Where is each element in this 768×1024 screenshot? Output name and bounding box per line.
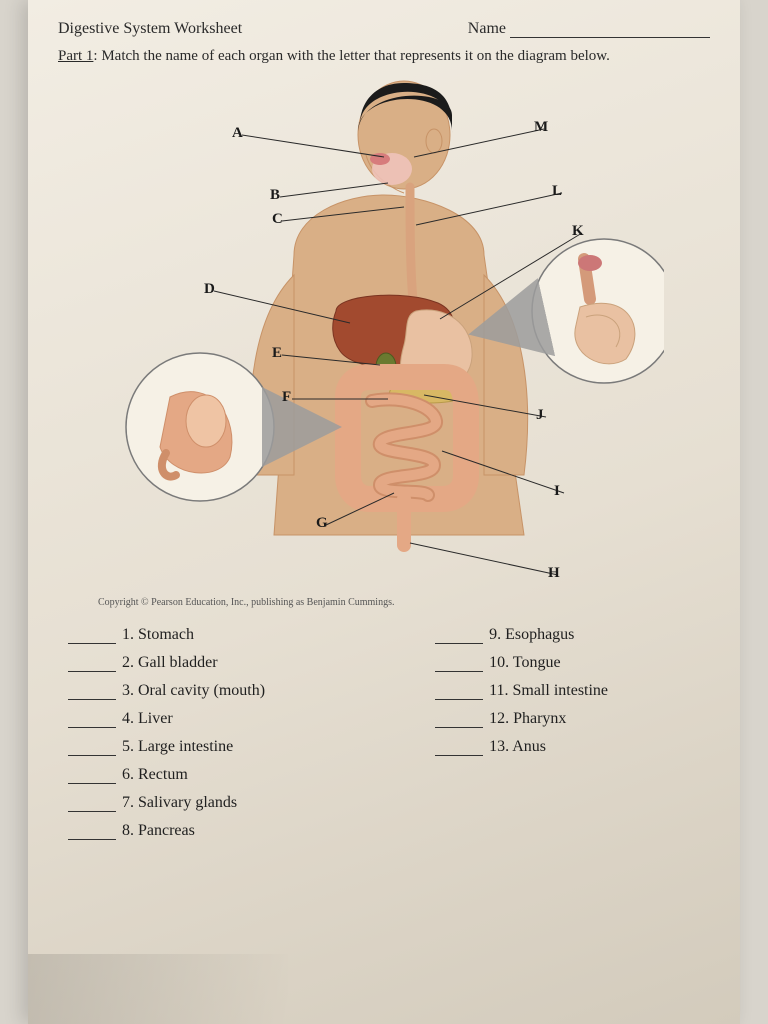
answer-text: 5. Large intestine [122,738,233,756]
answer-col-right: 9. Esophagus 10. Tongue 11. Small intestin… [435,626,608,840]
answer-col-left: 1. Stomach 2. Gall bladder 3. Oral cavity … [68,626,265,840]
worksheet-title: Digestive System Worksheet [58,20,242,38]
diagram-label-M: M [534,119,548,136]
diagram-label-E: E [272,345,282,362]
answer-blank[interactable] [68,797,116,812]
anatomy-diagram: A M B L C K D E F J I G H [104,75,664,595]
name-blank-line[interactable] [510,23,710,38]
answer-text: 10. Tongue [489,654,560,672]
diagram-label-D: D [204,281,215,298]
answer-row: 1. Stomach [68,626,265,644]
answer-text: 7. Salivary glands [122,794,237,812]
answer-text: 4. Liver [122,710,173,728]
diagram-label-C: C [272,211,283,228]
answer-text: 12. Pharynx [489,710,566,728]
answer-row: 3. Oral cavity (mouth) [68,682,265,700]
name-label: Name [468,20,506,38]
answer-blank[interactable] [68,629,116,644]
answer-row: 2. Gall bladder [68,654,265,672]
answer-text: 1. Stomach [122,626,194,644]
part1-text: : Match the name of each organ with the … [93,48,610,64]
answer-blank[interactable] [435,629,483,644]
answer-blank[interactable] [68,713,116,728]
name-field: Name [468,20,710,38]
diagram-label-B: B [270,187,280,204]
answer-blank[interactable] [68,685,116,700]
answer-blank[interactable] [68,657,116,672]
answer-row: 7. Salivary glands [68,794,265,812]
part1-instruction: Part 1: Match the name of each organ wit… [58,48,710,65]
answer-blank[interactable] [68,741,116,756]
answer-blank[interactable] [435,657,483,672]
diagram-label-L: L [552,183,562,200]
answer-row: 8. Pancreas [68,822,265,840]
answer-row: 10. Tongue [435,654,608,672]
worksheet-paper: Digestive System Worksheet Name Part 1: … [28,0,740,1024]
anatomy-svg [104,75,664,595]
diagram-label-G: G [316,515,328,532]
answer-text: 3. Oral cavity (mouth) [122,682,265,700]
answer-row: 11. Small intestine [435,682,608,700]
answer-text: 2. Gall bladder [122,654,218,672]
answer-text: 6. Rectum [122,766,188,784]
answer-text: 11. Small intestine [489,682,608,700]
diagram-label-H: H [548,565,560,582]
answer-text: 13. Anus [489,738,546,756]
diagram-label-K: K [572,223,584,240]
answer-blank[interactable] [68,825,116,840]
answer-blank[interactable] [68,769,116,784]
answer-text: 8. Pancreas [122,822,195,840]
diagram-label-I: I [554,483,560,500]
diagram-label-J: J [536,407,544,424]
diagram-label-A: A [232,125,243,142]
answer-blank[interactable] [435,685,483,700]
answer-columns: 1. Stomach 2. Gall bladder 3. Oral cavity … [68,626,710,840]
answer-row: 5. Large intestine [68,738,265,756]
diagram-label-F: F [282,389,291,406]
part1-label: Part 1 [58,48,93,64]
answer-row: 13. Anus [435,738,608,756]
answer-text: 9. Esophagus [489,626,574,644]
answer-blank[interactable] [435,713,483,728]
answer-row: 12. Pharynx [435,710,608,728]
copyright-text: Copyright © Pearson Education, Inc., pub… [98,597,710,608]
answer-blank[interactable] [435,741,483,756]
answer-row: 4. Liver [68,710,265,728]
answer-row: 6. Rectum [68,766,265,784]
worksheet-header: Digestive System Worksheet Name [58,20,710,38]
answer-row: 9. Esophagus [435,626,608,644]
paper-curl-shadow [28,954,288,1024]
